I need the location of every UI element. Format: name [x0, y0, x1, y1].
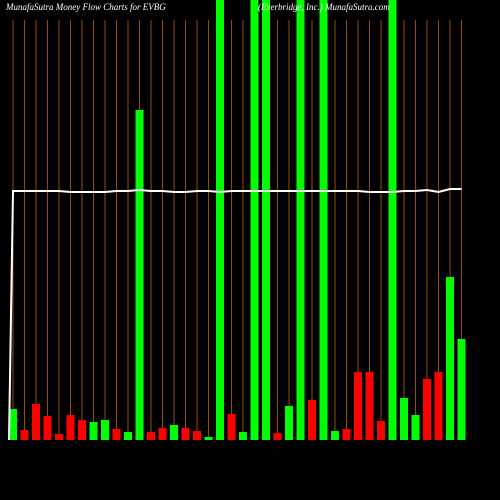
bar: [43, 416, 52, 440]
bar: [285, 406, 293, 440]
bar: [124, 432, 132, 440]
bar: [342, 429, 351, 440]
chart-title: MunafaSutra Money Flow Charts for EVBG: [5, 2, 166, 12]
bar: [227, 414, 236, 440]
bar: [457, 339, 466, 440]
flow-line: [8, 188, 462, 441]
chart-subtitle: (Everbridge, Inc.) MunafaSutra.com: [258, 2, 390, 12]
bar: [250, 0, 259, 440]
bar: [55, 434, 63, 440]
bar: [101, 420, 109, 440]
bar: [158, 428, 167, 440]
bar: [262, 0, 270, 440]
bar: [78, 420, 86, 440]
bar: [216, 0, 224, 440]
bar: [89, 422, 98, 440]
bar: [273, 433, 282, 440]
bar: [446, 277, 454, 440]
bar: [9, 409, 17, 440]
bar: [66, 415, 75, 440]
bar: [423, 379, 431, 440]
bar: [354, 372, 362, 440]
bar: [434, 372, 443, 440]
bar: [20, 430, 29, 440]
bar: [308, 400, 316, 440]
bar: [135, 110, 144, 440]
bar: [365, 372, 374, 440]
bar: [377, 421, 385, 440]
bar: [239, 432, 247, 440]
bar: [319, 0, 328, 440]
bar: [193, 431, 201, 440]
bar: [331, 431, 339, 440]
bar: [411, 415, 420, 440]
bar: [400, 398, 408, 440]
bar: [112, 429, 121, 440]
bar: [296, 0, 305, 440]
bar: [32, 404, 40, 440]
bar: [204, 437, 213, 440]
bar: [170, 425, 178, 440]
bar: [181, 428, 190, 440]
bar: [147, 432, 155, 440]
bar: [388, 0, 397, 440]
